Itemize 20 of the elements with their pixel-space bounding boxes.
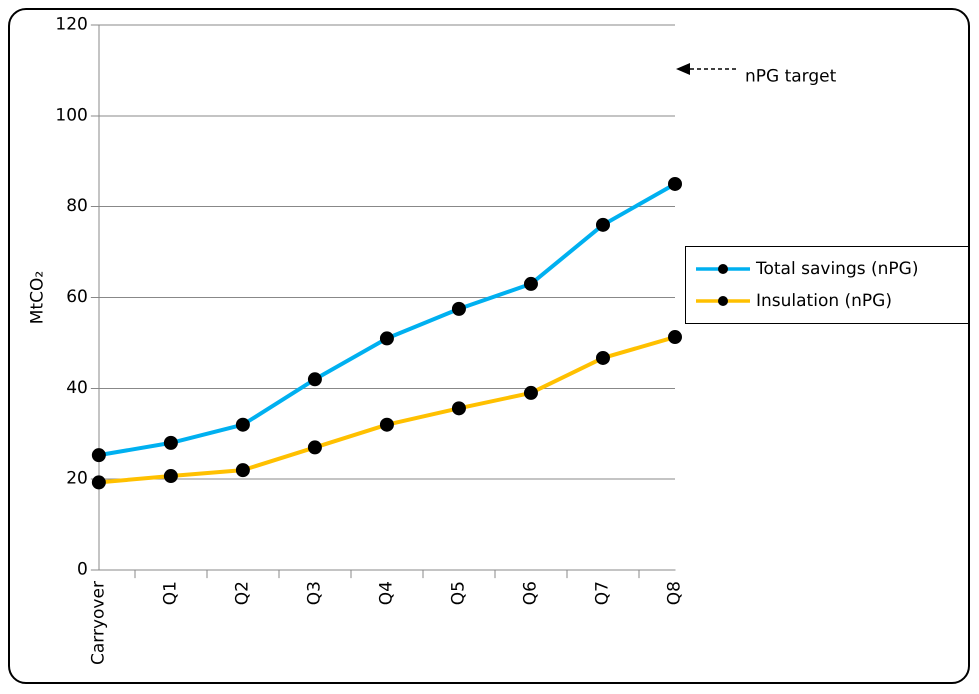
x-tick-label: Q1 bbox=[160, 581, 180, 606]
y-tick-label: 120 bbox=[55, 14, 88, 34]
y-axis-title: MtCO₂ bbox=[28, 270, 48, 324]
y-tick-label: 0 bbox=[77, 559, 88, 580]
x-tick-label: Q3 bbox=[304, 581, 324, 606]
y-tick-label: 20 bbox=[66, 468, 88, 489]
x-tick-label: Q7 bbox=[592, 581, 612, 606]
x-tick-label: Q4 bbox=[376, 581, 396, 606]
text: nPG target bbox=[745, 66, 837, 86]
x-tick-label: Q2 bbox=[232, 581, 252, 606]
y-tick-label: 100 bbox=[55, 105, 88, 126]
legend-label: Insulation (nPG) bbox=[756, 291, 892, 311]
y-tick-label: 80 bbox=[66, 196, 88, 216]
x-tick-label: Carryover bbox=[88, 581, 108, 665]
y-tick-label: 40 bbox=[66, 378, 88, 398]
x-tick-label: Q8 bbox=[664, 581, 684, 606]
x-tick-label: Q6 bbox=[520, 581, 540, 606]
legend-label: Total savings (nPG) bbox=[756, 259, 918, 279]
y-tick-label: 60 bbox=[66, 286, 88, 307]
x-tick-label: Q5 bbox=[448, 581, 468, 606]
